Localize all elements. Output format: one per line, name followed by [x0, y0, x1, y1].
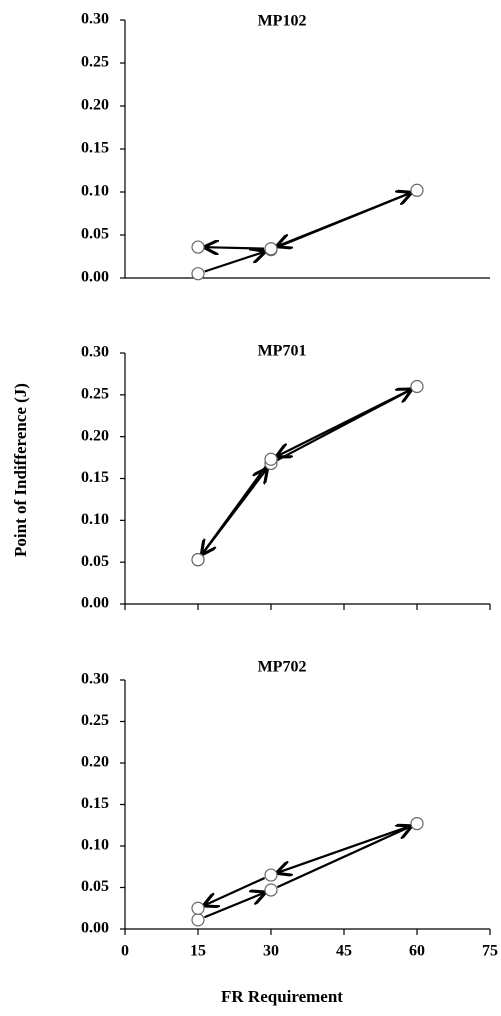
- y-tick-label: 0.25: [81, 54, 109, 71]
- point: [410, 379, 424, 394]
- y-tick-label: 0.30: [81, 11, 109, 28]
- point: [264, 242, 278, 256]
- x-tick-label: 0: [121, 943, 129, 960]
- point: [191, 267, 205, 281]
- panel-title: MP702: [258, 659, 307, 676]
- x-tick-label: 45: [336, 943, 352, 960]
- y-tick-label: 0.15: [81, 795, 109, 812]
- y-tick-label: 0.05: [81, 226, 109, 243]
- point: [191, 901, 205, 915]
- y-axis-label: Point of Indifference (J): [11, 383, 30, 557]
- y-tick-label: 0.25: [81, 386, 109, 403]
- point: [191, 240, 205, 254]
- y-tick-label: 0.25: [81, 712, 109, 729]
- y-tick-label: 0.30: [81, 671, 109, 688]
- y-tick-label: 0.30: [81, 344, 109, 361]
- x-tick-label: 60: [409, 943, 425, 960]
- y-tick-label: 0.20: [81, 754, 109, 771]
- point: [264, 452, 278, 466]
- point: [410, 183, 424, 197]
- x-tick-label: 15: [190, 943, 206, 960]
- y-tick-label: 0.10: [81, 837, 109, 854]
- point: [410, 816, 424, 831]
- y-tick-label: 0.05: [81, 553, 109, 570]
- arrow: [204, 252, 265, 273]
- y-tick-label: 0.05: [81, 878, 109, 895]
- arrow: [204, 876, 266, 905]
- point: [264, 868, 278, 882]
- x-tick-label: 30: [263, 943, 279, 960]
- y-tick-label: 0.15: [81, 469, 109, 486]
- y-tick-label: 0.10: [81, 511, 109, 528]
- point: [191, 553, 205, 567]
- y-tick-label: 0.10: [81, 183, 109, 200]
- arrow: [205, 247, 265, 248]
- y-tick-label: 0.00: [81, 269, 109, 286]
- arrow: [278, 824, 411, 873]
- point: [264, 883, 278, 897]
- y-tick-label: 0.00: [81, 920, 109, 937]
- y-tick-label: 0.20: [81, 427, 109, 444]
- panel-title: MP701: [258, 343, 307, 360]
- y-tick-label: 0.00: [81, 595, 109, 612]
- point: [191, 913, 205, 927]
- arrow: [277, 388, 412, 457]
- panel-title: MP102: [258, 13, 307, 30]
- x-tick-label: 75: [482, 943, 498, 960]
- y-tick-label: 0.15: [81, 140, 109, 157]
- arrow: [276, 826, 410, 889]
- arrow: [277, 191, 411, 246]
- arrow: [202, 464, 268, 554]
- y-tick-label: 0.20: [81, 97, 109, 114]
- x-axis-label: FR Requirement: [221, 987, 343, 1006]
- arrow: [204, 893, 264, 919]
